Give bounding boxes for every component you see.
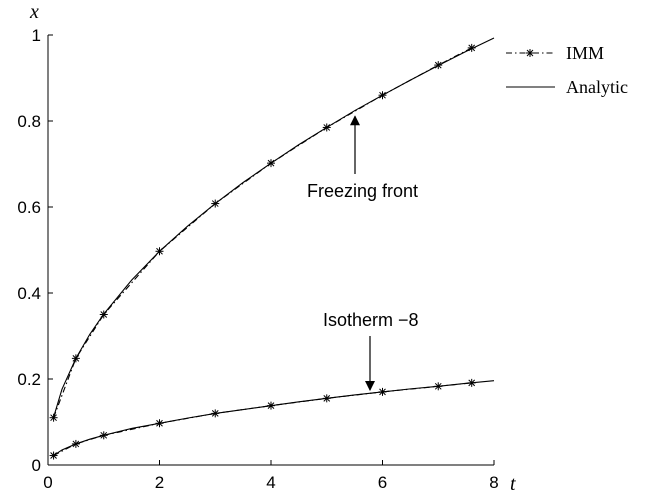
y-axis-label: x	[29, 1, 39, 23]
x-tick-label: 8	[489, 473, 498, 492]
x-axis-label: t	[510, 473, 516, 495]
y-tick-label: 0.2	[17, 370, 41, 389]
imm-data-point	[49, 413, 58, 422]
x-tick-label: 2	[155, 473, 164, 492]
series-line-imm-0	[53, 47, 472, 418]
series-line-imm-2	[53, 382, 472, 457]
legend-analytic-label: Analytic	[566, 77, 628, 97]
legend: IMM Analytic	[506, 43, 628, 97]
annotation-label-0: Freezing front	[307, 181, 418, 201]
legend-imm-label: IMM	[566, 43, 604, 63]
y-tick-label: 0.4	[17, 284, 41, 303]
legend-imm-marker	[526, 49, 534, 57]
y-ticks: 0 0.2 0.4 0.6 0.8 1	[17, 26, 53, 475]
x-ticks: 0 2 4 6 8	[43, 460, 499, 492]
x-tick-label: 4	[266, 473, 275, 492]
series-line-analytic-3	[53, 380, 495, 456]
series-layer	[49, 37, 495, 460]
y-tick-label: 0	[32, 456, 41, 475]
y-tick-label: 0.8	[17, 112, 41, 131]
annotation-label-1: Isotherm −8	[323, 310, 419, 330]
annotation-layer: Freezing front Isotherm −8	[307, 115, 419, 392]
y-tick-label: 1	[32, 26, 41, 45]
x-tick-label: 0	[43, 473, 52, 492]
x-tick-label: 6	[378, 473, 387, 492]
series-line-analytic-1	[53, 37, 495, 418]
y-tick-label: 0.6	[17, 198, 41, 217]
